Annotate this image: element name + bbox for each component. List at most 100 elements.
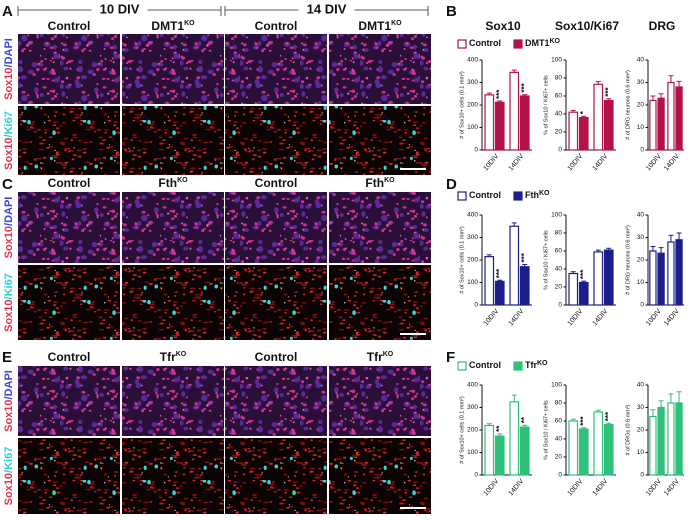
column-label-text: Control	[255, 19, 298, 33]
row-label: Sox10/DAPI	[3, 370, 15, 432]
y-tick-label: 0	[474, 302, 478, 309]
bar	[649, 415, 657, 476]
row-label: Sox10/Ki67	[3, 111, 15, 170]
panel-letter: B	[446, 3, 457, 20]
legend-name: Control	[469, 190, 501, 200]
micrograph	[18, 106, 120, 175]
bar	[675, 402, 683, 476]
y-tick-label: 400	[467, 212, 478, 219]
bar	[657, 97, 665, 151]
y-tick-label: 60	[555, 93, 563, 100]
y-tick-label: 40	[555, 111, 563, 118]
legend-sup: KO	[539, 190, 550, 197]
column-label-text: Control	[255, 350, 298, 364]
micrograph	[122, 192, 224, 263]
legend-name: DMT1	[525, 38, 550, 48]
column-label: TfrKO	[367, 350, 394, 364]
legend-swatch	[457, 361, 467, 371]
row-label: Sox10/Ki67	[3, 447, 15, 506]
y-tick-label: 0	[474, 472, 478, 479]
row-label-part: /Ki67	[3, 447, 15, 473]
micrograph	[329, 366, 431, 436]
row-label-part: Sox10	[3, 299, 15, 331]
y-tick-label: 0	[640, 472, 644, 479]
column-label: TfrKO	[160, 350, 187, 364]
y-tick-label: 200	[467, 102, 478, 109]
legend-name: Tfr	[525, 360, 537, 370]
bar	[509, 401, 520, 476]
bar	[657, 406, 665, 476]
chart-header: Sox10/Ki67	[555, 19, 619, 33]
legend-name: Control	[469, 360, 501, 370]
bar	[593, 411, 604, 476]
micrograph	[122, 34, 224, 104]
significance: ***	[495, 268, 504, 278]
y-tick-label: 40	[637, 382, 645, 389]
micrograph	[18, 34, 120, 104]
bar	[667, 241, 675, 306]
bar	[494, 280, 505, 306]
column-label-text: Control	[255, 176, 298, 190]
micrograph	[329, 34, 431, 104]
y-tick-label: 100	[551, 212, 562, 219]
x-tick-label: 10DIV	[567, 153, 585, 173]
legend-name: Fth	[525, 190, 539, 200]
column-label: Control	[48, 19, 91, 33]
y-tick-label: 40	[555, 266, 563, 273]
row-label-part: /DAPI	[3, 370, 15, 399]
x-tick-label: 10DIV	[483, 308, 501, 328]
y-tick-label: 0	[474, 147, 478, 154]
row-label-part: /Ki67	[3, 111, 15, 137]
legend-label: Control	[469, 38, 501, 48]
micrograph	[225, 106, 327, 175]
micrograph	[225, 34, 327, 104]
row-label: Sox10/DAPI	[3, 38, 15, 100]
legend-label: TfrKO	[525, 360, 548, 371]
significance: *	[579, 110, 588, 114]
y-axis-label: # of DRG neurons (0.6 mm²)	[625, 225, 631, 295]
bar	[593, 251, 604, 306]
bar	[484, 256, 495, 306]
significance: ***	[579, 269, 588, 279]
bar	[667, 402, 675, 476]
x-tick-label: 14DIV	[663, 478, 681, 498]
significance: ***	[579, 416, 588, 426]
column-label: FthKO	[158, 176, 188, 190]
column-label: FthKO	[365, 176, 395, 190]
chart-header: DRG	[649, 19, 676, 33]
bar	[568, 272, 579, 306]
y-tick-label: 200	[467, 257, 478, 264]
legend-label: FthKO	[525, 190, 550, 201]
column-label: Control	[255, 19, 298, 33]
x-tick-label: 10DIV	[645, 308, 663, 328]
bar	[649, 250, 657, 306]
y-axis-label: % of Sox10 / Ki67+ cells	[543, 230, 549, 290]
y-tick-label: 200	[467, 427, 478, 434]
bar	[519, 266, 530, 306]
y-tick-label: 60	[555, 248, 563, 255]
significance: ***	[495, 89, 504, 99]
y-tick-label: 20	[555, 129, 563, 136]
group-header: 10 DIV	[100, 1, 140, 16]
micrograph	[18, 438, 120, 514]
panel-letter: F	[446, 349, 455, 366]
legend-sup: KO	[550, 38, 561, 45]
bar	[519, 95, 530, 151]
legend-swatch	[457, 191, 467, 201]
y-tick-label: 30	[637, 79, 645, 86]
y-tick-label: 30	[637, 404, 645, 411]
column-label-text: Fth	[365, 176, 384, 190]
y-tick-label: 80	[555, 75, 563, 82]
legend-sup: KO	[537, 360, 548, 367]
x-tick-label: 14DIV	[592, 308, 610, 328]
bar	[519, 426, 530, 476]
bar	[603, 249, 614, 306]
row-label-part: /Ki67	[3, 273, 15, 299]
micrograph	[18, 192, 120, 263]
y-axis-label: # of Sox10+ cells (0.1 mm²)	[459, 226, 465, 294]
y-tick-label: 20	[555, 454, 563, 461]
column-label: Control	[48, 176, 91, 190]
micrograph	[225, 438, 327, 514]
micrograph	[122, 106, 224, 175]
